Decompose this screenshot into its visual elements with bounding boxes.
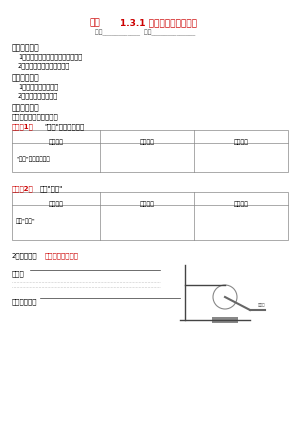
Text: 【实验1】: 【实验1】 [12,123,34,130]
Text: "酒精"和比喻的使用: "酒精"和比喻的使用 [44,123,84,130]
Text: 【教学过程】: 【教学过程】 [12,103,40,112]
Text: 【实验2】: 【实验2】 [12,185,34,192]
Text: 现象：: 现象： [12,270,25,276]
Text: 蒸馏水: 蒸馏水 [258,303,266,307]
Text: 课题: 课题 [90,18,101,27]
Text: 2．初步了解实验现象的描述: 2．初步了解实验现象的描述 [18,62,70,69]
Text: 班级____________  姓名______________: 班级____________ 姓名______________ [95,30,195,36]
Bar [12,192,288,240]
Bar [12,130,288,172]
Text: 实验结论: 实验结论 [233,201,248,206]
Text: 2．演示实验: 2．演示实验 [12,252,38,259]
Text: 实验结论: 实验结论 [233,139,248,145]
Text: 实验内容: 实验内容 [49,201,64,206]
Text: 实验现象: 实验现象 [140,201,154,206]
Text: 【酒精灯的使用】: 【酒精灯的使用】 [45,252,79,259]
Text: 一、学习交流、分组实验: 一、学习交流、分组实验 [12,113,59,120]
Text: 加热"铜绿": 加热"铜绿" [16,218,36,223]
Text: 【学习重点】: 【学习重点】 [12,73,40,82]
Text: 加热"铜绿": 加热"铜绿" [40,185,63,192]
Text: 实验内容: 实验内容 [49,139,64,145]
Text: 1．初步学会化学实验中的基本操作: 1．初步学会化学实验中的基本操作 [18,53,82,60]
Text: 1．化学实验基本操作: 1．化学实验基本操作 [18,83,58,89]
Bar [212,317,238,323]
Text: 1.3.1 怎样学习和研究化学: 1.3.1 怎样学习和研究化学 [120,18,197,27]
Text: 2．仔细描述实验现象: 2．仔细描述实验现象 [18,92,58,99]
Text: 实验现象: 实验现象 [140,139,154,145]
Text: 【学习目标】: 【学习目标】 [12,43,40,52]
Text: "酒精"和比喻的使用: "酒精"和比喻的使用 [16,156,50,162]
Text: 文字表达式：: 文字表达式： [12,298,38,304]
